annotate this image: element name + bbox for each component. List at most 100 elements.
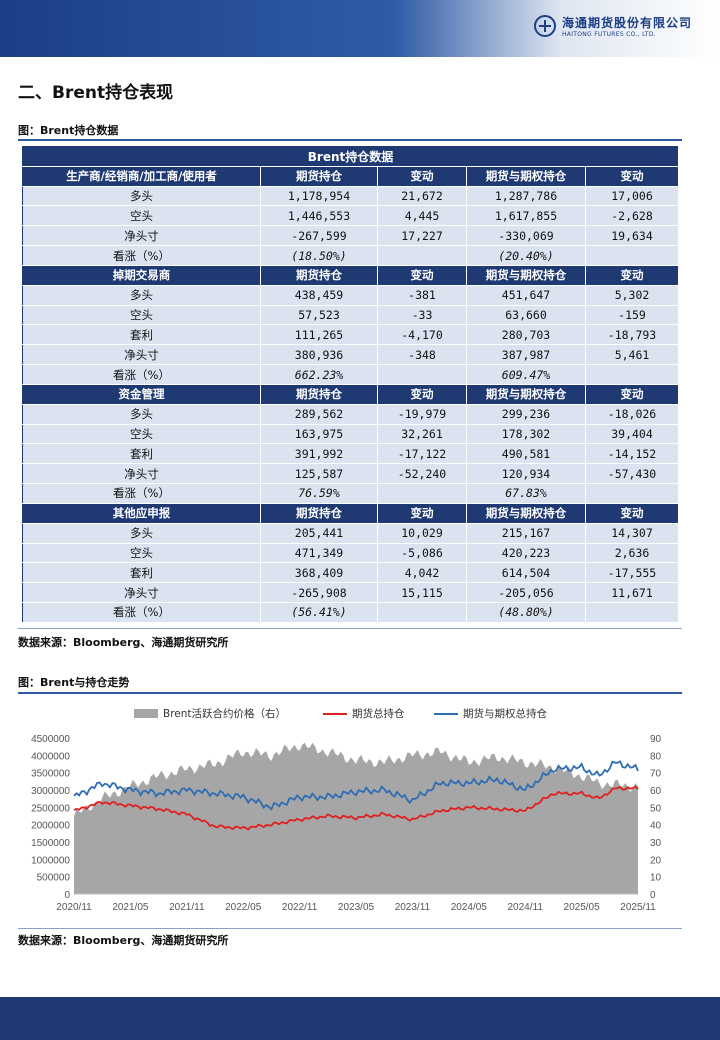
table-cell: 163,975: [260, 424, 378, 445]
table-cell: -33: [377, 305, 467, 326]
group-name: 资金管理: [22, 384, 261, 405]
table-cell: -19,979: [377, 404, 467, 425]
company-name-cn: 海通期货股份有限公司: [561, 16, 692, 30]
column-header: 期货与期权持仓: [466, 265, 586, 286]
row-label: 空头: [22, 205, 261, 227]
x-tick-label: 2023/11: [395, 902, 431, 913]
legend-item-futures-options: 期货与期权总持仓: [434, 706, 547, 721]
y-left-tick-label: 2500000: [31, 803, 70, 814]
table-cell: 5,461: [585, 344, 679, 366]
table-cell: -18,793: [585, 324, 679, 346]
table-cell: 387,987: [466, 344, 586, 366]
table-row: 空头 471,349 -5,086 420,223 2,636: [22, 543, 679, 564]
table-row: 多头 1,178,954 21,672 1,287,786 17,006: [22, 186, 679, 207]
column-header: 变动: [585, 265, 679, 286]
table-cell: -52,240: [377, 463, 467, 485]
y-right-tick-label: 10: [650, 873, 662, 884]
column-header: 期货持仓: [260, 384, 378, 405]
table-cell: -17,555: [585, 562, 679, 584]
table-cell: 662.23%: [260, 364, 378, 385]
table-cell: 10,029: [377, 523, 467, 544]
table-cell: [585, 364, 679, 385]
row-label: 看涨（%）: [22, 483, 261, 504]
table-cell: 380,936: [260, 344, 378, 366]
group-header-row: 生产商/经销商/加工商/使用者 期货持仓 变动 期货与期权持仓 变动: [22, 166, 679, 187]
row-label: 净头寸: [22, 582, 261, 604]
table-cell: (56.41%): [260, 602, 378, 623]
y-right-tick-label: 60: [650, 786, 662, 797]
table-cell: -18,026: [585, 404, 679, 425]
table-cell: [377, 245, 467, 266]
table-cell: 1,617,855: [466, 205, 586, 227]
x-tick-label: 2023/05: [338, 902, 375, 913]
column-header: 期货持仓: [260, 166, 378, 187]
table-cell: 471,349: [260, 543, 378, 564]
y-right-tick-label: 20: [650, 855, 662, 866]
table-row: 净头寸 380,936 -348 387,987 5,461: [22, 344, 679, 366]
chart-bottom-rule: [18, 928, 682, 929]
table-cell: [585, 245, 679, 266]
column-header: 变动: [377, 384, 467, 405]
group-header-row: 资金管理 期货持仓 变动 期货与期权持仓 变动: [22, 384, 679, 405]
column-header: 变动: [377, 265, 467, 286]
table-cell: 1,287,786: [466, 186, 586, 207]
table-row: 看涨（%） (56.41%) (48.80%): [22, 602, 679, 623]
table-cell: 120,934: [466, 463, 586, 485]
chart-caption-rule: [18, 692, 682, 694]
y-left-tick-label: 1500000: [31, 838, 70, 849]
row-label: 套利: [22, 443, 261, 465]
futures-line: [73, 785, 639, 831]
row-label: 净头寸: [22, 463, 261, 485]
chart-caption: 图：Brent与持仓走势: [18, 676, 130, 689]
table-cell: -57,430: [585, 463, 679, 485]
column-header: 变动: [377, 503, 467, 524]
row-label: 空头: [22, 305, 261, 326]
table-row: 多头 205,441 10,029 215,167 14,307: [22, 523, 679, 544]
x-tick-label: 2024/11: [507, 902, 543, 913]
legend-swatch-futures: [323, 712, 347, 715]
table-row: 看涨（%） 662.23% 609.47%: [22, 364, 679, 385]
table-caption-rule: [18, 139, 682, 141]
table-row: 多头 438,459 -381 451,647 5,302: [22, 285, 679, 306]
legend-label-futures: 期货总持仓: [352, 708, 405, 720]
y-right-tick-label: 30: [650, 838, 662, 849]
table-title: Brent持仓数据: [22, 146, 679, 167]
table-cell: -348: [377, 344, 467, 366]
column-header: 期货与期权持仓: [466, 166, 586, 187]
legend-swatch-price: [134, 709, 158, 718]
column-header: 变动: [585, 166, 679, 187]
table-row: 净头寸 -265,908 15,115 -205,056 11,671: [22, 582, 679, 604]
section-title: 二、Brent持仓表现: [18, 83, 174, 103]
table-cell: 125,587: [260, 463, 378, 485]
table-caption: 图：Brent持仓数据: [18, 124, 119, 137]
table-cell: -159: [585, 305, 679, 326]
table-cell: 420,223: [466, 543, 586, 564]
header-bar: 海通期货股份有限公司 HAITONG FUTURES CO., LTD.: [0, 0, 720, 57]
table-cell: [585, 602, 679, 623]
row-label: 多头: [22, 285, 261, 306]
table-cell: 17,006: [585, 186, 679, 207]
brent-position-table: Brent持仓数据 生产商/经销商/加工商/使用者 期货持仓 变动 期货与期权持仓 变动多…: [22, 146, 679, 623]
chart-legend: Brent活跃合约价格（右） 期货总持仓 期货与期权总持仓: [0, 706, 720, 722]
table-cell: 111,265: [260, 324, 378, 346]
y-left-tick-label: 0: [64, 890, 70, 901]
legend-label-price: Brent活跃合约价格（右）: [163, 708, 287, 720]
table-row: 净头寸 125,587 -52,240 120,934 -57,430: [22, 463, 679, 485]
table-cell: 57,523: [260, 305, 378, 326]
y-left-tick-label: 4000000: [31, 751, 70, 762]
row-label: 套利: [22, 324, 261, 346]
table-row: 多头 289,562 -19,979 299,236 -18,026: [22, 404, 679, 425]
legend-swatch-futures-options: [434, 712, 458, 715]
table-cell: -267,599: [260, 225, 378, 247]
table-cell: -265,908: [260, 582, 378, 604]
company-name-en: HAITONG FUTURES CO., LTD.: [561, 31, 656, 38]
group-name: 掉期交易商: [22, 265, 261, 286]
table-cell: 39,404: [585, 424, 679, 445]
x-tick-label: 2021/11: [169, 902, 205, 913]
column-header: 期货持仓: [260, 265, 378, 286]
table-cell: 17,227: [377, 225, 467, 247]
table-row: 套利 111,265 -4,170 280,703 -18,793: [22, 324, 679, 346]
table-cell: 438,459: [260, 285, 378, 306]
row-label: 多头: [22, 186, 261, 207]
table-cell: 21,672: [377, 186, 467, 207]
